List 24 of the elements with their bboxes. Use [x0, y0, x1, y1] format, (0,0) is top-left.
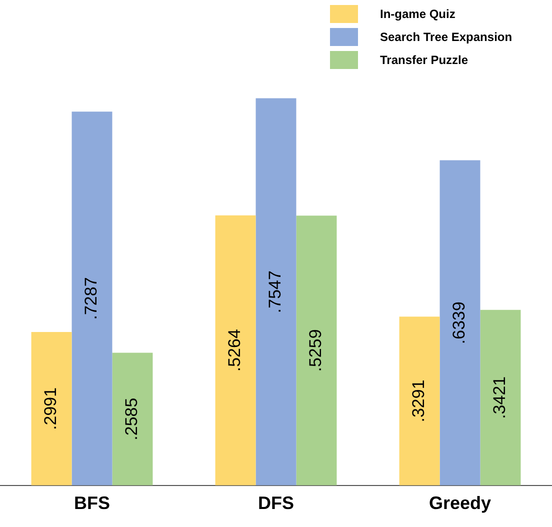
bar: [112, 352, 153, 486]
bar: [31, 332, 72, 486]
x-tick-label: DFS: [258, 493, 294, 514]
data-label: .5264: [225, 329, 244, 372]
bar: [256, 98, 296, 486]
data-label: .7547: [266, 270, 285, 314]
data-label: .2585: [122, 398, 142, 440]
bar: [215, 215, 256, 486]
data-label: .2991: [41, 387, 60, 430]
data-label: .3421: [490, 376, 510, 419]
bar: [72, 112, 112, 486]
bar: [440, 160, 480, 486]
legend-label: Search Tree Expansion: [380, 30, 512, 44]
bar: [480, 310, 521, 486]
x-tick-label: Greedy: [428, 493, 492, 514]
data-label: .3291: [409, 380, 428, 422]
bar: [399, 316, 440, 486]
x-tick-label: BFS: [74, 493, 110, 514]
data-label: .6339: [450, 302, 469, 344]
data-label: .7287: [82, 277, 101, 320]
data-label: .5259: [306, 329, 326, 372]
bar: [296, 216, 337, 486]
legend-label: In-game Quiz: [380, 6, 456, 20]
legend-label: Transfer Puzzle: [380, 52, 468, 66]
